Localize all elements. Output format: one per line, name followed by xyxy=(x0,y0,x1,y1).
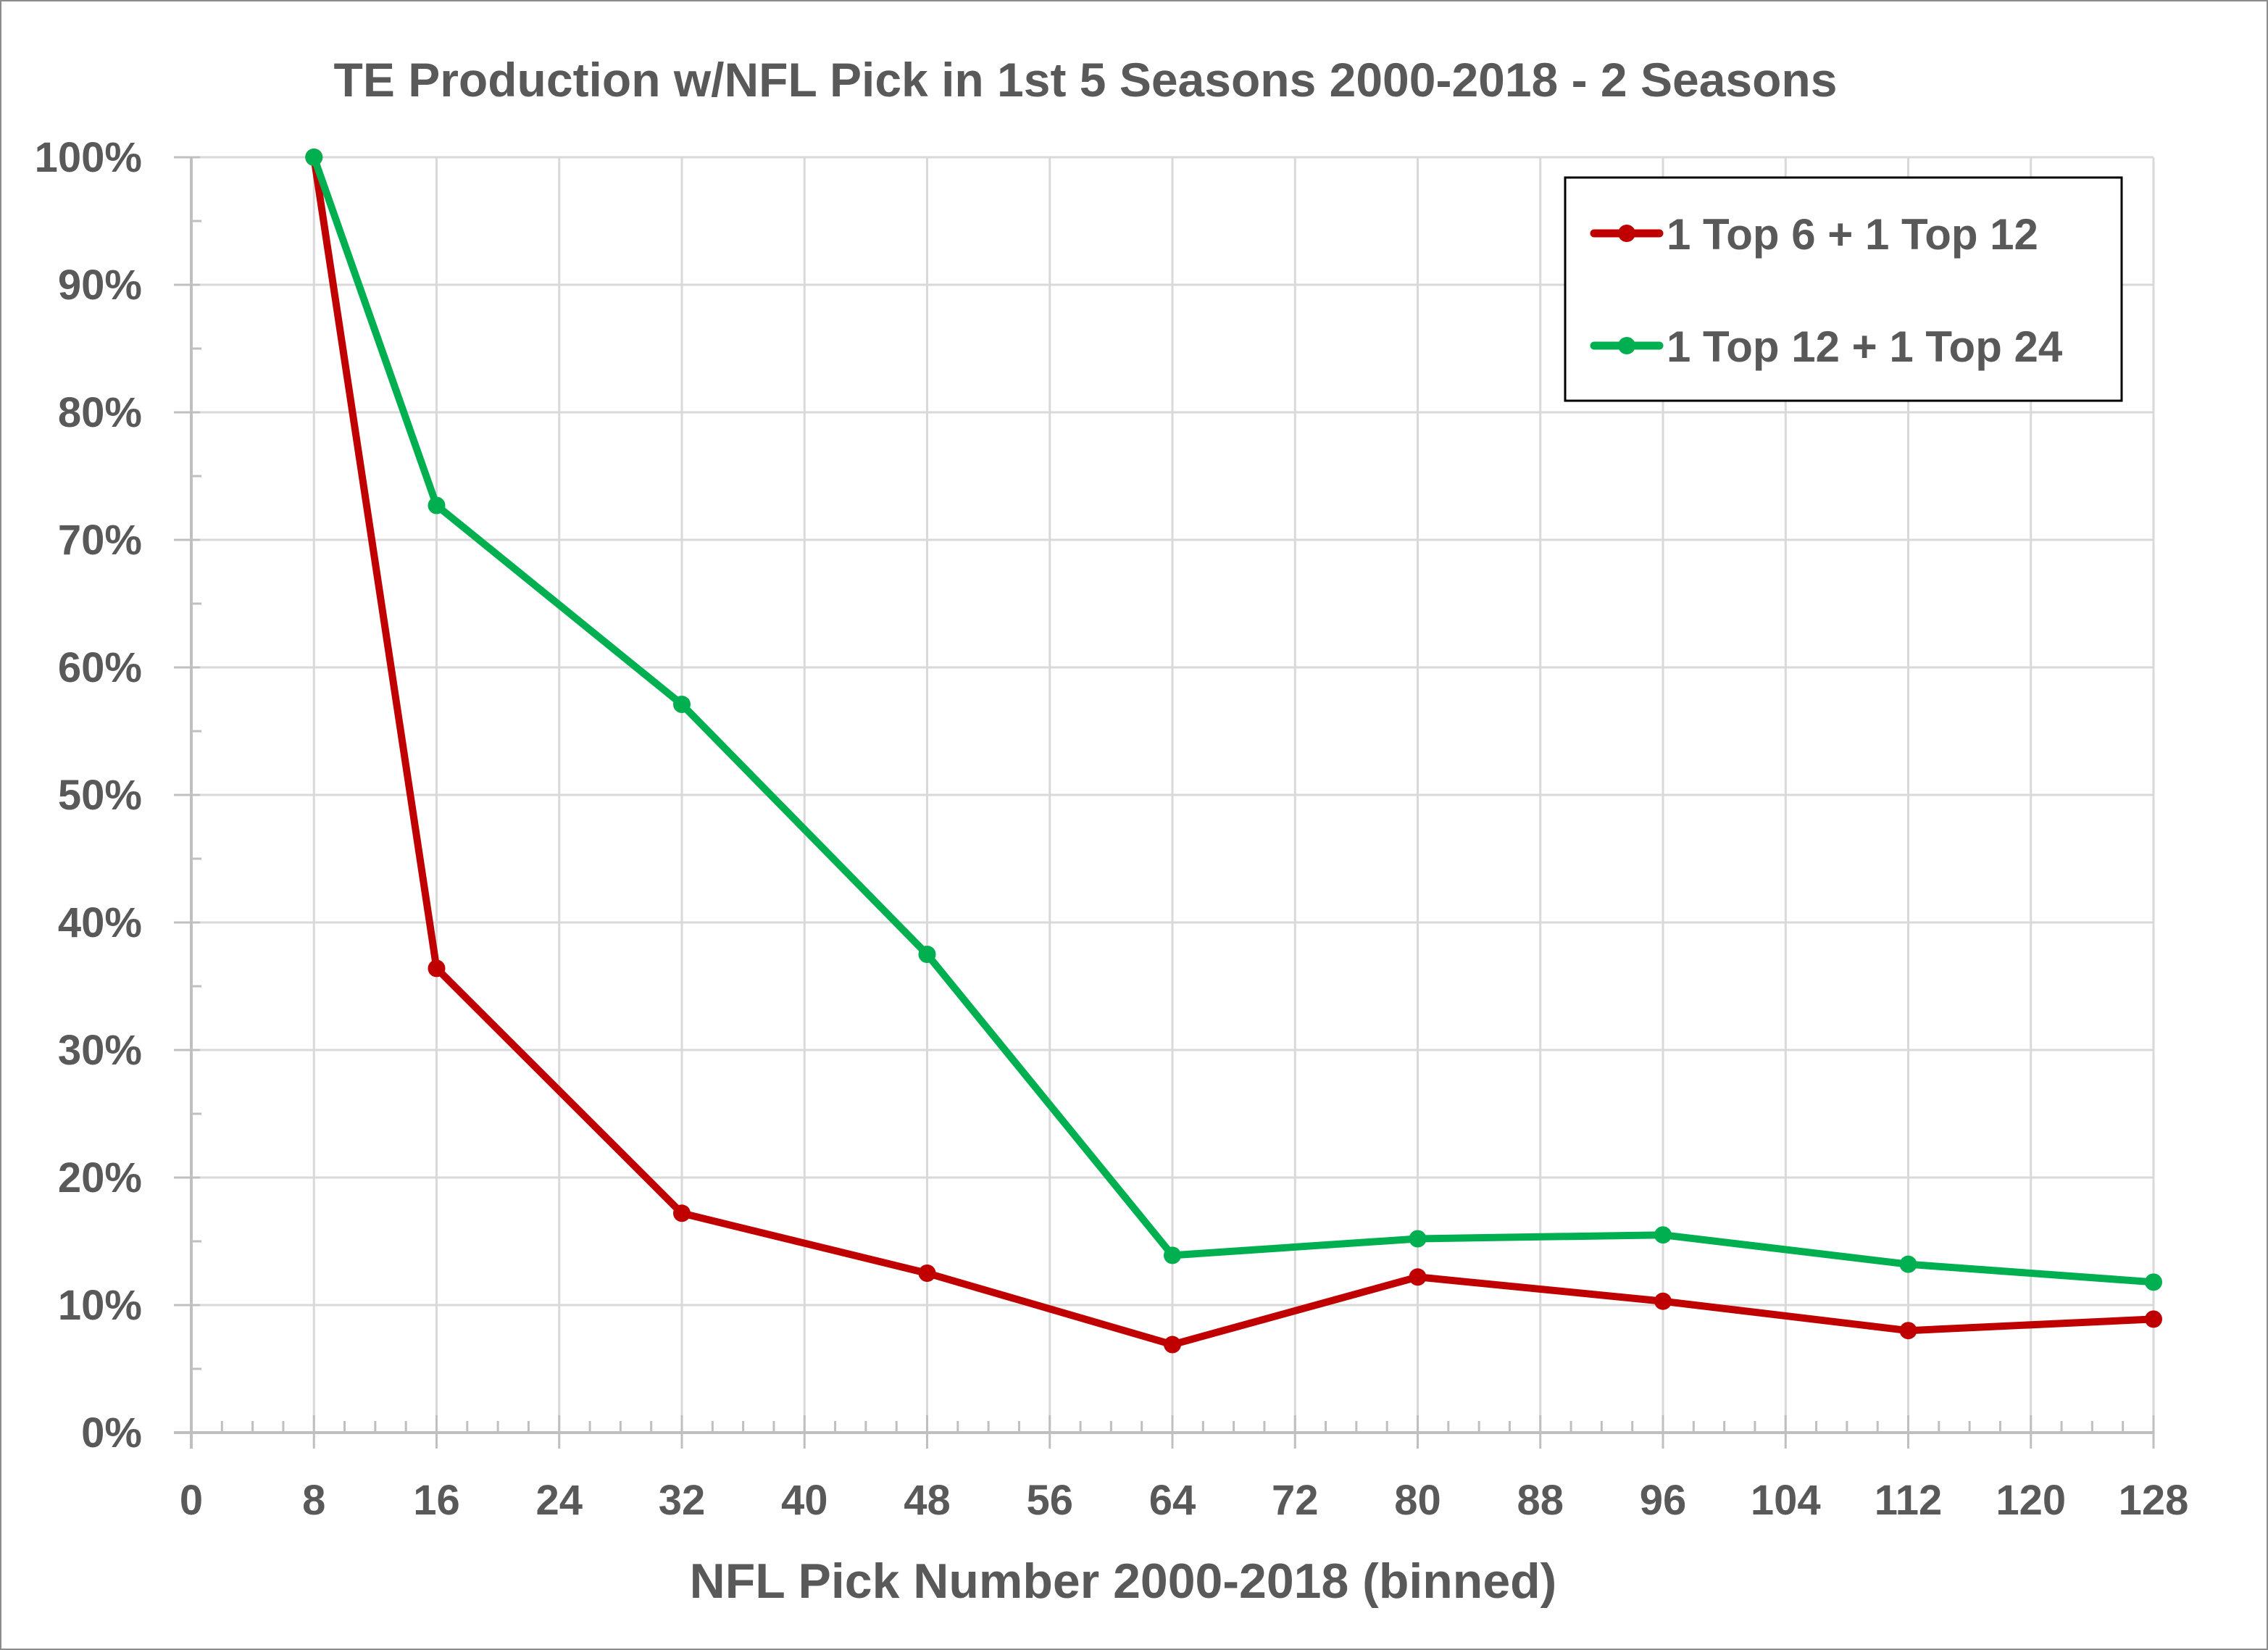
y-tick-label: 20% xyxy=(58,1154,142,1201)
data-point-series-2 xyxy=(1164,1246,1181,1264)
x-tick-label: 112 xyxy=(1875,1477,1943,1524)
x-tick-label: 120 xyxy=(1996,1477,2066,1524)
y-tick-label: 10% xyxy=(58,1282,142,1329)
x-tick-label: 72 xyxy=(1272,1477,1319,1524)
data-point-series-2 xyxy=(428,496,446,514)
data-point-series-1 xyxy=(1164,1336,1181,1354)
y-tick-label: 30% xyxy=(58,1027,142,1074)
y-tick-label: 70% xyxy=(58,517,142,564)
data-point-series-2 xyxy=(305,149,323,166)
legend-label-series-2: 1 Top 12 + 1 Top 24 xyxy=(1667,322,2063,371)
y-tick-label: 0% xyxy=(81,1409,142,1457)
x-tick-label: 64 xyxy=(1149,1477,1196,1524)
x-axis-title: NFL Pick Number 2000-2018 (binned) xyxy=(690,1554,1557,1609)
legend: 1 Top 6 + 1 Top 12 1 Top 12 + 1 Top 24 xyxy=(1564,176,2123,402)
y-tick-label: 100% xyxy=(35,134,142,181)
x-tick-label: 8 xyxy=(302,1477,325,1524)
y-tick-label: 60% xyxy=(58,644,142,691)
x-tick-label: 88 xyxy=(1517,1477,1564,1524)
data-point-series-1 xyxy=(673,1204,691,1222)
data-point-series-2 xyxy=(1899,1255,1917,1273)
x-tick-label: 56 xyxy=(1026,1477,1073,1524)
chart-title: TE Production w/NFL Pick in 1st 5 Season… xyxy=(334,53,1838,107)
y-tick-label: 40% xyxy=(58,899,142,946)
x-tick-label: 24 xyxy=(535,1477,583,1524)
data-point-series-1 xyxy=(2145,1310,2162,1328)
x-tick-label: 0 xyxy=(180,1477,203,1524)
y-tick-label: 50% xyxy=(58,772,142,819)
y-axis-tick-labels: 0% 10% 20% 30% 40% 50% 60% 70% 80% 90% 100% xyxy=(35,134,142,1457)
x-tick-label: 104 xyxy=(1751,1477,1821,1524)
data-point-series-1 xyxy=(1899,1322,1917,1340)
data-point-series-2 xyxy=(918,946,936,963)
x-tick-label: 16 xyxy=(413,1477,460,1524)
legend-marker-red xyxy=(1618,225,1635,242)
series-lines xyxy=(305,149,2162,1354)
x-axis-tick-labels: 0 8 16 24 32 40 48 56 64 72 80 88 96 104 112 120 128 xyxy=(180,1477,2189,1524)
x-tick-label: 80 xyxy=(1394,1477,1441,1524)
x-tick-label: 48 xyxy=(904,1477,951,1524)
legend-box xyxy=(1564,176,2123,402)
x-tick-label: 40 xyxy=(781,1477,828,1524)
x-tick-label: 32 xyxy=(659,1477,706,1524)
data-point-series-1 xyxy=(1654,1292,1672,1310)
y-tick-label: 80% xyxy=(58,389,142,436)
data-point-series-1 xyxy=(428,959,446,978)
legend-entry-1: 1 Top 6 + 1 Top 12 xyxy=(1590,210,2038,259)
y-tick-label: 90% xyxy=(58,262,142,309)
data-point-series-2 xyxy=(1654,1226,1672,1244)
axes xyxy=(174,156,2155,1449)
legend-label-series-1: 1 Top 6 + 1 Top 12 xyxy=(1667,210,2038,259)
data-point-series-2 xyxy=(2145,1273,2162,1291)
legend-entry-2: 1 Top 12 + 1 Top 24 xyxy=(1590,322,2063,371)
x-tick-label: 128 xyxy=(2119,1477,2189,1524)
data-point-series-2 xyxy=(1409,1230,1427,1248)
data-point-series-1 xyxy=(1409,1268,1427,1286)
gridlines xyxy=(191,156,2155,1433)
data-point-series-1 xyxy=(918,1264,936,1282)
legend-marker-green xyxy=(1618,337,1635,354)
data-point-series-2 xyxy=(673,696,691,714)
x-tick-label: 96 xyxy=(1640,1477,1687,1524)
